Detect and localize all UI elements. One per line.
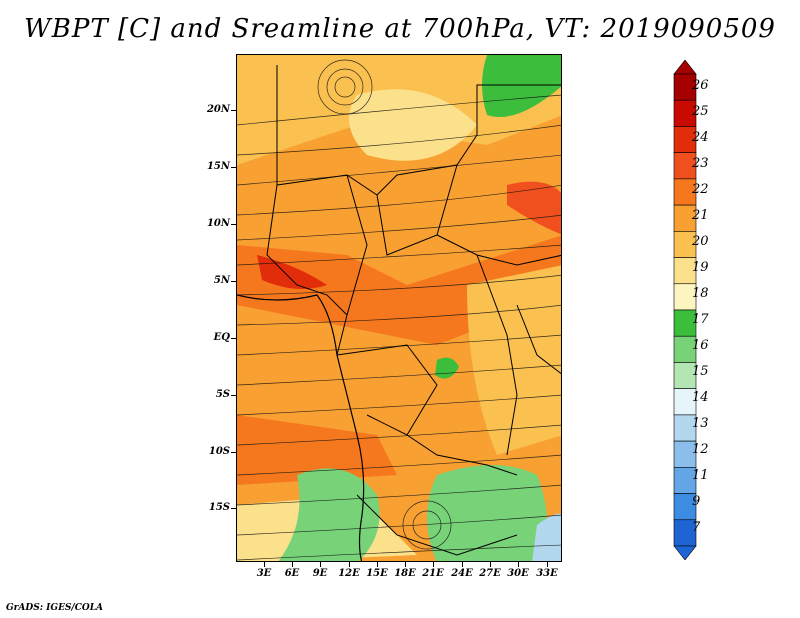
eastern-mild-zone bbox=[467, 265, 561, 455]
lat-tick bbox=[231, 338, 236, 339]
lat-tick bbox=[231, 452, 236, 453]
colorbar-label: 21 bbox=[692, 208, 709, 223]
lon-label: 9E bbox=[312, 568, 328, 579]
colorbar-label: 24 bbox=[692, 130, 709, 145]
colorbar bbox=[673, 60, 697, 560]
lon-tick bbox=[292, 562, 293, 567]
lat-label: 5N bbox=[213, 275, 230, 286]
country-borders bbox=[266, 65, 561, 556]
colorbar-label: 20 bbox=[692, 234, 709, 249]
chart-title: WBPT [C] and Sreamline at 700hPa, VT: 20… bbox=[24, 14, 776, 44]
colorbar-label: 12 bbox=[692, 442, 709, 457]
lon-label: 21E bbox=[422, 568, 444, 579]
footer-credit: GrADS: IGES/COLA bbox=[6, 603, 104, 613]
northeast-green-zone bbox=[482, 55, 561, 117]
lon-label: 3E bbox=[256, 568, 272, 579]
lon-label: 27E bbox=[479, 568, 501, 579]
lon-label: 24E bbox=[451, 568, 473, 579]
colorbar-label: 26 bbox=[692, 78, 709, 93]
lon-tick bbox=[349, 562, 350, 567]
southern-green-zone bbox=[278, 468, 380, 561]
lon-label: 18E bbox=[394, 568, 416, 579]
southeast-blue-patch bbox=[532, 513, 561, 561]
streamlines bbox=[237, 59, 561, 561]
colorbar-label: 15 bbox=[692, 364, 709, 379]
lat-tick bbox=[231, 167, 236, 168]
lon-tick bbox=[264, 562, 265, 567]
map-panel bbox=[236, 54, 562, 562]
colorbar-label: 13 bbox=[692, 416, 709, 431]
colorbar-bottom-arrow bbox=[673, 545, 697, 560]
colorbar-top-arrow bbox=[673, 60, 697, 75]
southeast-green-zone bbox=[427, 465, 547, 561]
colorbar-label: 17 bbox=[692, 312, 709, 327]
weather-map bbox=[237, 55, 561, 561]
colorbar-label: 16 bbox=[692, 338, 709, 353]
colorbar-label: 9 bbox=[692, 494, 701, 509]
lon-label: 15E bbox=[366, 568, 388, 579]
northern-cool-patch bbox=[349, 89, 477, 161]
lon-tick bbox=[405, 562, 406, 567]
hot-spot-west bbox=[257, 255, 327, 289]
coastline bbox=[237, 294, 365, 561]
lat-tick bbox=[231, 110, 236, 111]
hot-spot-east bbox=[507, 181, 561, 235]
lat-tick bbox=[231, 281, 236, 282]
lat-label: 10N bbox=[206, 218, 230, 229]
lon-label: 6E bbox=[284, 568, 300, 579]
lat-label: 15S bbox=[208, 502, 230, 513]
lon-tick bbox=[377, 562, 378, 567]
lon-tick bbox=[433, 562, 434, 567]
lat-tick bbox=[231, 395, 236, 396]
lon-label: 30E bbox=[507, 568, 529, 579]
colorbar-label: 14 bbox=[692, 390, 709, 405]
lon-tick bbox=[518, 562, 519, 567]
lat-label: EQ bbox=[213, 332, 230, 343]
colorbar-label: 18 bbox=[692, 286, 709, 301]
lon-label: 12E bbox=[338, 568, 360, 579]
colorbar-label: 19 bbox=[692, 260, 709, 275]
colorbar-label: 23 bbox=[692, 156, 709, 171]
lon-tick bbox=[547, 562, 548, 567]
lat-tick bbox=[231, 508, 236, 509]
colorbar-label: 22 bbox=[692, 182, 709, 197]
colorbar-label: 7 bbox=[692, 520, 701, 535]
lat-label: 10S bbox=[208, 446, 230, 457]
lat-tick bbox=[231, 224, 236, 225]
colorbar-segments bbox=[673, 60, 697, 560]
colorbar-label: 25 bbox=[692, 104, 709, 119]
colorbar-label: 11 bbox=[692, 468, 709, 483]
lon-tick bbox=[490, 562, 491, 567]
lat-label: 15N bbox=[206, 161, 230, 172]
lon-tick bbox=[320, 562, 321, 567]
lat-label: 5S bbox=[215, 389, 230, 400]
lon-label: 33E bbox=[536, 568, 558, 579]
southern-warm-band bbox=[237, 415, 397, 485]
lon-tick bbox=[462, 562, 463, 567]
lat-label: 20N bbox=[206, 104, 230, 115]
